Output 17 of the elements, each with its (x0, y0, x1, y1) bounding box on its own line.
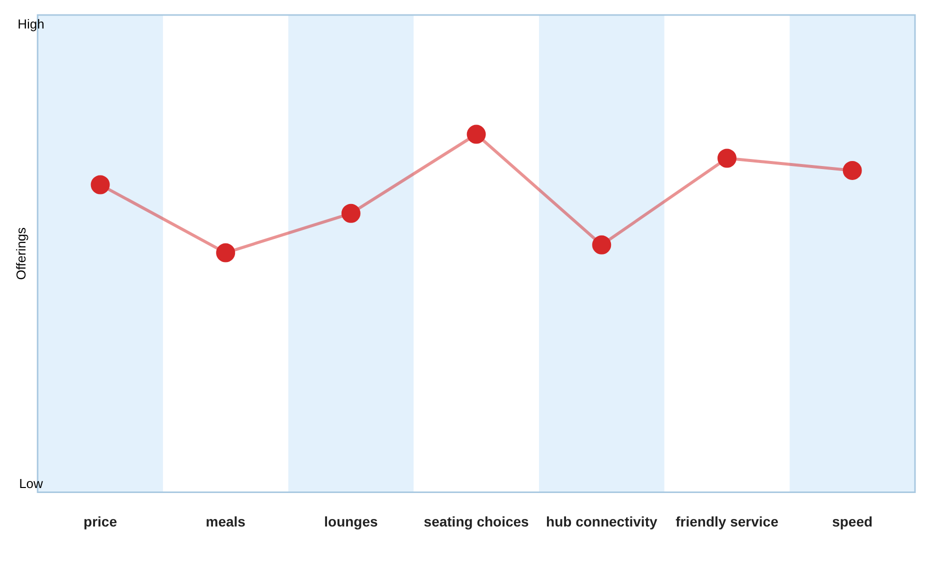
point (717, 148, 736, 168)
point (592, 235, 612, 254)
x-tick-label: hub connectivity (546, 513, 658, 530)
x-tick-label: seating choices (424, 513, 530, 530)
point (466, 124, 486, 144)
point (216, 243, 236, 262)
x-tick-label: meals (206, 513, 246, 530)
text: High (18, 16, 44, 32)
x-tick-label: friendly service (676, 513, 779, 530)
point (341, 204, 360, 223)
point (842, 160, 862, 180)
y-axis-title: Offerings (13, 226, 28, 280)
x-tick-label: price (84, 513, 118, 530)
annotation: Low (19, 476, 44, 491)
x-tick-label: lounges (324, 513, 378, 530)
point (90, 175, 110, 194)
x-tick-label: speed (832, 513, 873, 530)
